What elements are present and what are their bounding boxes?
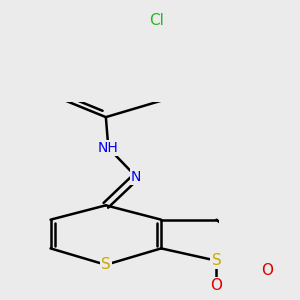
Text: O: O [261, 263, 273, 278]
Text: Cl: Cl [149, 13, 164, 28]
Text: S: S [101, 257, 111, 272]
Text: NH: NH [98, 141, 119, 155]
Text: N: N [131, 169, 141, 184]
Text: S: S [212, 253, 221, 268]
Text: O: O [211, 278, 223, 293]
